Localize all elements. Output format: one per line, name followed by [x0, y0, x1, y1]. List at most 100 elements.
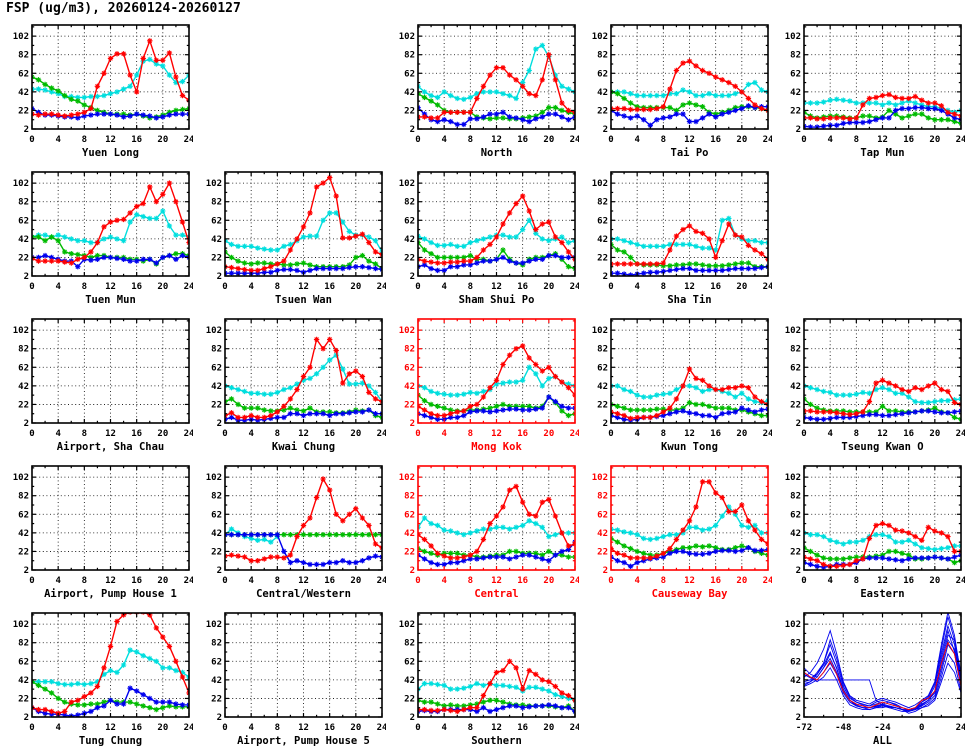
y-tick-label: 42 — [597, 529, 608, 539]
x-tick-label: 8 — [854, 429, 859, 439]
x-tick-label: 0 — [222, 282, 227, 292]
y-tick-label: 102 — [592, 473, 608, 483]
y-tick-label: 42 — [211, 382, 222, 392]
y-tick-label: 22 — [404, 694, 415, 704]
x-tick-label: 0 — [919, 723, 924, 733]
x-tick-label: 8 — [661, 429, 666, 439]
x-tick-label: 4 — [634, 576, 640, 586]
x-tick-label: 24 — [184, 723, 193, 733]
x-tick-label: 12 — [298, 576, 309, 586]
panel-title-tap-mun: Tap Mun — [860, 147, 904, 159]
x-tick-label: 20 — [929, 429, 940, 439]
x-tick-label: 0 — [29, 576, 34, 586]
y-tick-label: 42 — [211, 676, 222, 686]
x-tick-label: 16 — [710, 429, 721, 439]
x-tick-label: 8 — [82, 282, 87, 292]
panel-title-tung-chung: Tung Chung — [79, 735, 142, 747]
y-tick-label: 2 — [410, 272, 415, 282]
x-tick-label: -72 — [796, 723, 812, 733]
x-tick-label: 8 — [661, 576, 666, 586]
y-tick-label: 102 — [206, 326, 222, 336]
x-tick-label: 16 — [131, 429, 142, 439]
x-tick-label: 0 — [415, 429, 420, 439]
x-tick-label: 24 — [570, 429, 579, 439]
y-tick-label: 62 — [404, 363, 415, 373]
y-tick-label: 22 — [790, 106, 801, 116]
y-tick-label: 22 — [790, 400, 801, 410]
y-tick-label: 2 — [796, 419, 801, 429]
y-tick-label: 62 — [597, 363, 608, 373]
x-tick-label: 24 — [570, 576, 579, 586]
y-tick-label: 42 — [404, 88, 415, 98]
y-tick-label: 22 — [597, 253, 608, 263]
x-tick-label: 16 — [324, 282, 335, 292]
x-tick-label: 4 — [827, 576, 833, 586]
x-tick-label: 16 — [517, 282, 528, 292]
y-tick-label: 2 — [410, 419, 415, 429]
y-tick-label: 102 — [13, 473, 29, 483]
y-tick-label: 82 — [18, 345, 29, 355]
y-tick-label: 2 — [796, 713, 801, 723]
y-tick-label: 82 — [404, 492, 415, 502]
x-tick-label: 12 — [491, 723, 502, 733]
x-tick-label: 24 — [956, 576, 965, 586]
y-tick-label: 62 — [18, 657, 29, 667]
x-tick-label: 12 — [684, 282, 695, 292]
x-tick-label: 16 — [710, 135, 721, 145]
x-tick-label: 12 — [684, 429, 695, 439]
x-tick-label: 16 — [324, 723, 335, 733]
y-tick-label: 22 — [18, 547, 29, 557]
x-tick-label: 16 — [131, 135, 142, 145]
y-tick-label: 82 — [18, 492, 29, 502]
x-tick-label: 0 — [801, 429, 806, 439]
x-tick-label: 16 — [710, 282, 721, 292]
x-tick-label: 16 — [710, 576, 721, 586]
y-tick-label: 82 — [404, 639, 415, 649]
x-tick-label: 4 — [55, 282, 61, 292]
y-tick-label: 62 — [211, 363, 222, 373]
x-tick-label: 20 — [157, 576, 168, 586]
x-tick-label: 4 — [441, 576, 447, 586]
y-tick-label: 42 — [404, 676, 415, 686]
y-tick-label: 82 — [790, 639, 801, 649]
x-tick-label: 20 — [736, 429, 747, 439]
x-tick-label: 0 — [608, 429, 613, 439]
y-tick-label: 102 — [399, 179, 415, 189]
x-tick-label: 8 — [854, 135, 859, 145]
y-tick-label: 102 — [206, 620, 222, 630]
panel-title-eastern: Eastern — [860, 588, 904, 600]
x-tick-label: 12 — [491, 282, 502, 292]
x-tick-label: 12 — [877, 576, 888, 586]
x-tick-label: 4 — [441, 429, 447, 439]
x-tick-label: 20 — [350, 429, 361, 439]
x-tick-label: 16 — [517, 135, 528, 145]
x-tick-label: 4 — [634, 282, 640, 292]
figure-title: FSP (ug/m3), 20260124-20260127 — [6, 1, 241, 16]
panel-title-airport-sha-chau: Airport, Sha Chau — [57, 441, 164, 453]
y-tick-label: 82 — [404, 198, 415, 208]
x-tick-label: 20 — [543, 576, 554, 586]
x-tick-label: 0 — [29, 282, 34, 292]
y-tick-label: 82 — [790, 492, 801, 502]
x-tick-label: 24 — [377, 723, 386, 733]
y-tick-label: 2 — [217, 419, 222, 429]
x-tick-label: 0 — [608, 135, 613, 145]
y-tick-label: 102 — [13, 179, 29, 189]
y-tick-label: 42 — [404, 529, 415, 539]
y-tick-label: 2 — [603, 419, 608, 429]
y-tick-label: 22 — [404, 547, 415, 557]
panel-title-airport-pump-house-1: Airport, Pump House 1 — [44, 588, 177, 600]
y-tick-label: 82 — [404, 345, 415, 355]
y-tick-label: 22 — [597, 106, 608, 116]
panel-title-southern: Southern — [471, 735, 522, 747]
y-tick-label: 22 — [404, 253, 415, 263]
